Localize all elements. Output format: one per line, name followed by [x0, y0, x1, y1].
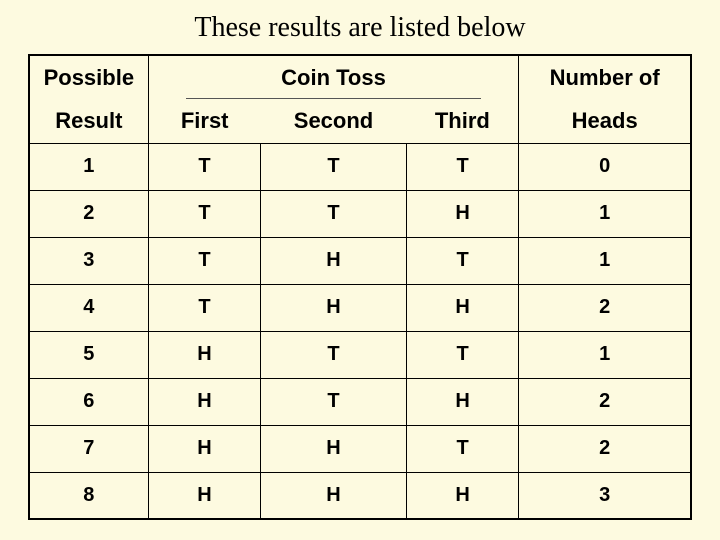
cell-first: H [148, 331, 261, 378]
cell-third: T [406, 143, 519, 190]
cell-heads: 3 [519, 472, 691, 519]
cell-result: 3 [29, 237, 148, 284]
header-row-top: Possible Coin Toss Number of [29, 55, 691, 99]
table-row: 1 T T T 0 [29, 143, 691, 190]
table-row: 3 T H T 1 [29, 237, 691, 284]
cell-first: T [148, 190, 261, 237]
cell-first: H [148, 425, 261, 472]
header-number-of: Number of [519, 55, 691, 99]
table-row: 4 T H H 2 [29, 284, 691, 331]
cell-result: 7 [29, 425, 148, 472]
cell-third: T [406, 425, 519, 472]
cell-second: T [261, 143, 407, 190]
cell-first: H [148, 378, 261, 425]
table-row: 6 H T H 2 [29, 378, 691, 425]
cell-heads: 2 [519, 378, 691, 425]
cell-third: T [406, 331, 519, 378]
cell-result: 1 [29, 143, 148, 190]
cell-third: H [406, 472, 519, 519]
cell-result: 6 [29, 378, 148, 425]
table-body: 1 T T T 0 2 T T H 1 3 T H T 1 4 T H H 2 [29, 143, 691, 519]
cell-heads: 2 [519, 284, 691, 331]
page-title: These results are listed below [28, 12, 692, 44]
results-table: Possible Coin Toss Number of Result Firs… [28, 54, 692, 520]
table-row: 5 H T T 1 [29, 331, 691, 378]
cell-second: H [261, 472, 407, 519]
cell-heads: 1 [519, 190, 691, 237]
cell-heads: 2 [519, 425, 691, 472]
cell-first: H [148, 472, 261, 519]
cell-result: 5 [29, 331, 148, 378]
cell-third: H [406, 190, 519, 237]
header-possible: Possible [29, 55, 148, 99]
cell-first: T [148, 284, 261, 331]
cell-result: 4 [29, 284, 148, 331]
table-row: 2 T T H 1 [29, 190, 691, 237]
header-first: First [148, 99, 261, 143]
cell-second: H [261, 284, 407, 331]
cell-second: T [261, 190, 407, 237]
header-result: Result [29, 99, 148, 143]
cell-heads: 1 [519, 237, 691, 284]
cell-third: T [406, 237, 519, 284]
cell-second: H [261, 425, 407, 472]
cell-first: T [148, 143, 261, 190]
cell-second: T [261, 331, 407, 378]
cell-second: H [261, 237, 407, 284]
header-coin-toss: Coin Toss [148, 55, 519, 99]
cell-third: H [406, 378, 519, 425]
cell-result: 8 [29, 472, 148, 519]
cell-first: T [148, 237, 261, 284]
cell-heads: 1 [519, 331, 691, 378]
header-second: Second [261, 99, 407, 143]
cell-result: 2 [29, 190, 148, 237]
table-row: 8 H H H 3 [29, 472, 691, 519]
cell-third: H [406, 284, 519, 331]
table-row: 7 H H T 2 [29, 425, 691, 472]
header-third: Third [406, 99, 519, 143]
cell-heads: 0 [519, 143, 691, 190]
header-row-bottom: Result First Second Third Heads [29, 99, 691, 143]
header-heads: Heads [519, 99, 691, 143]
cell-second: T [261, 378, 407, 425]
